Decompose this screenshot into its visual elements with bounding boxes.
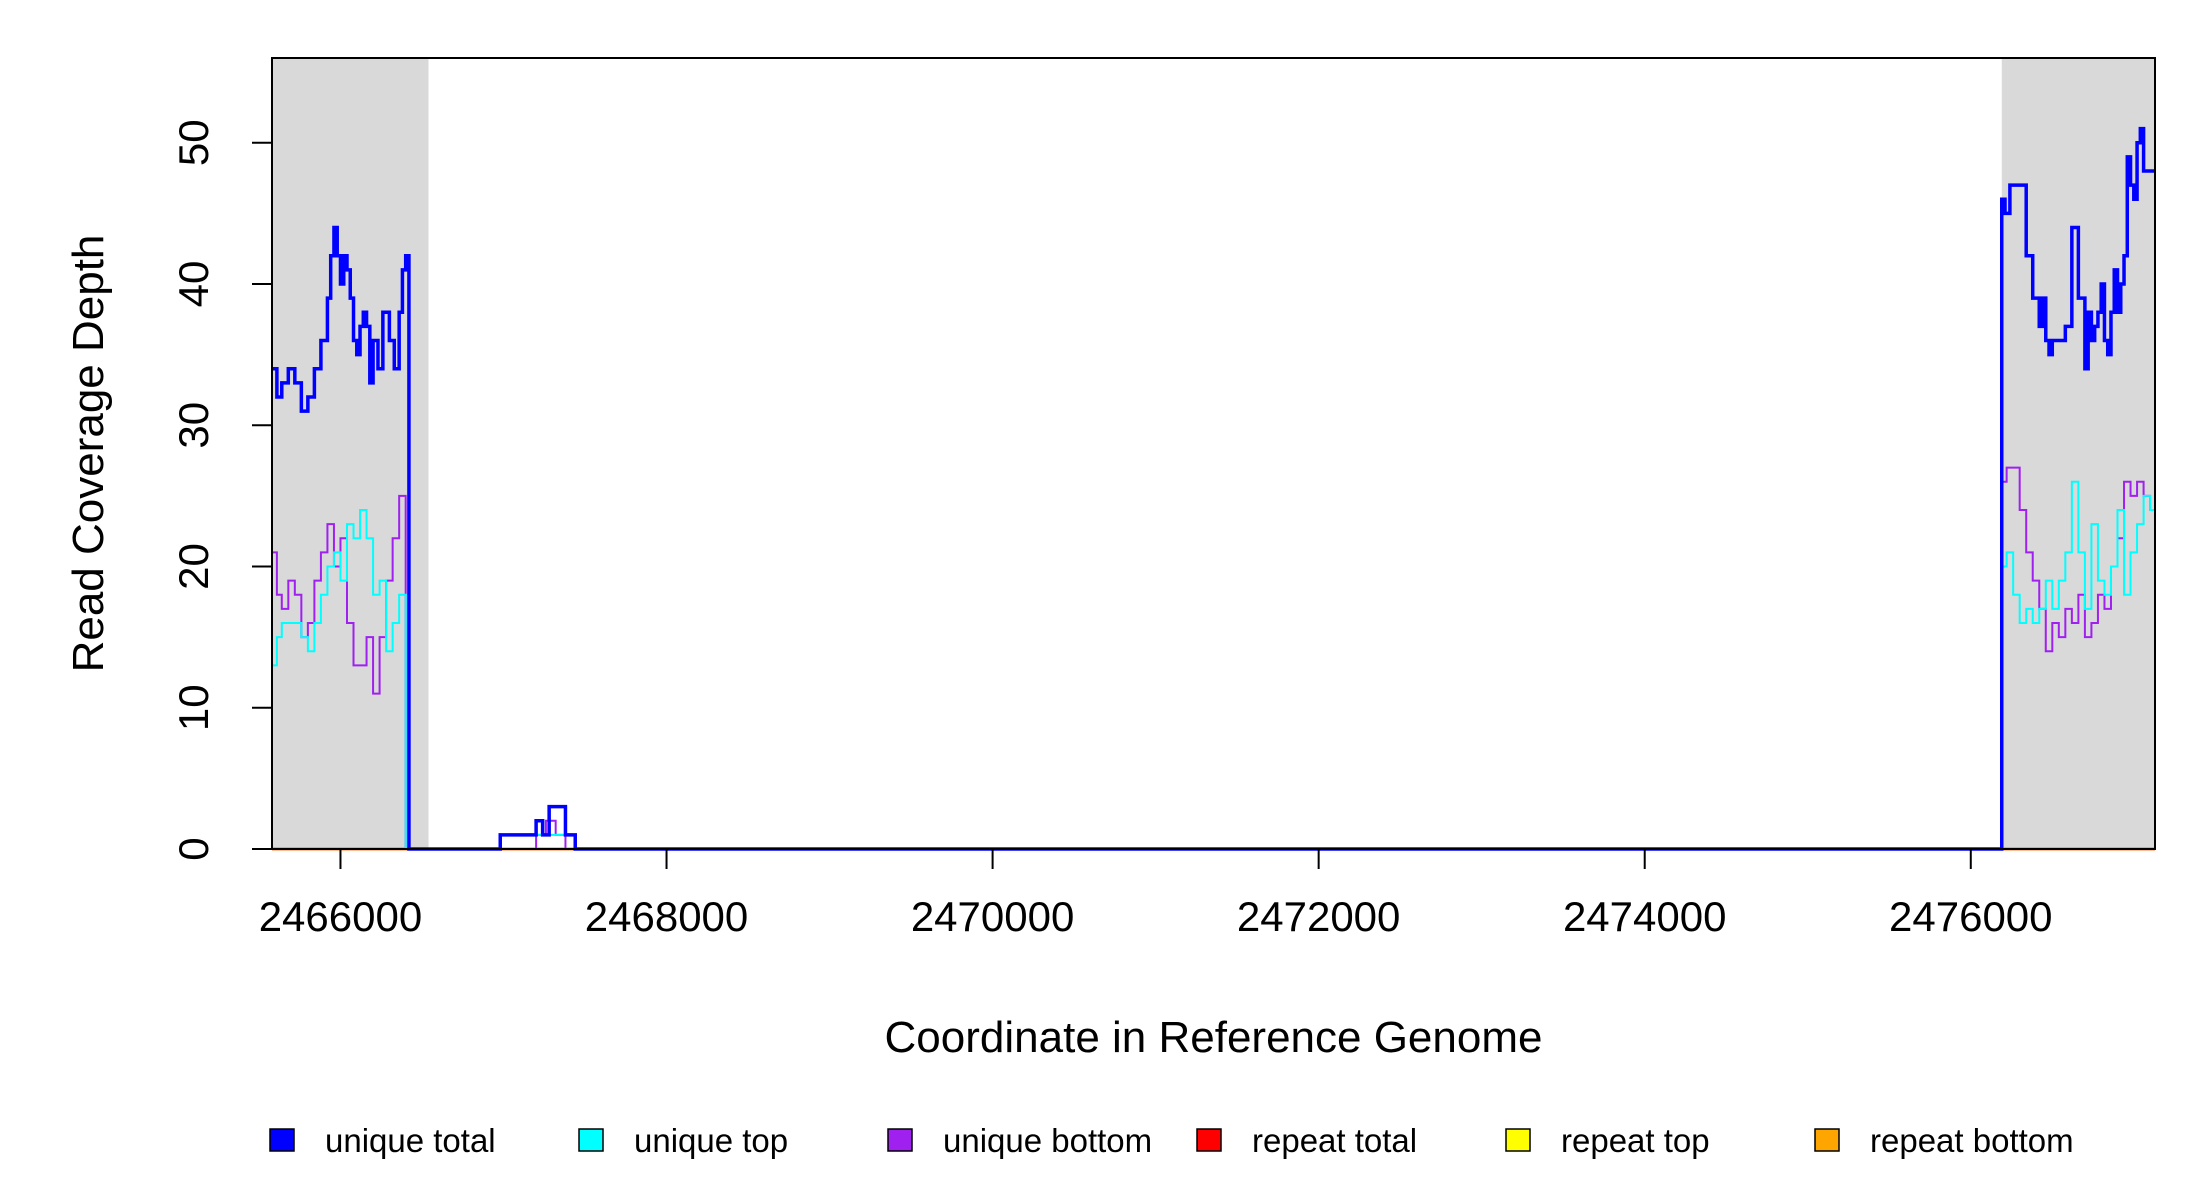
plot-frame [271,57,2156,850]
series-lines [272,126,2155,851]
y-axis: 0 10 20 30 40 50 [170,119,273,861]
legend-swatch-unique-total [269,1128,295,1152]
legend-label-repeat-bottom: repeat bottom [1870,1122,2074,1159]
legend-label-unique-top: unique top [634,1122,788,1159]
x-tick-label: 2476000 [1889,893,2053,940]
y-tick-label: 40 [170,261,217,308]
series-line-unique-top [272,480,2155,850]
legend-label-repeat-top: repeat top [1561,1122,1710,1159]
legend: unique total unique top unique bottom repea… [269,1122,2074,1159]
legend-label-unique-bottom: unique bottom [943,1122,1152,1159]
x-tick-label: 2468000 [585,893,749,940]
y-tick-label: 30 [170,402,217,449]
x-tick-label: 2466000 [259,893,423,940]
legend-swatch-repeat-bottom [1814,1128,1840,1152]
y-tick-label: 20 [170,543,217,590]
series-line-unique-total [272,126,2155,851]
shaded-regions [272,58,2155,849]
y-tick-label: 10 [170,684,217,731]
legend-swatch-unique-top [578,1128,604,1152]
legend-label-repeat-total: repeat total [1252,1122,1417,1159]
legend-swatch-repeat-total [1196,1128,1222,1152]
shaded-region-1 [272,58,429,849]
x-axis-title: Coordinate in Reference Genome [885,1013,1543,1062]
x-tick-label: 2474000 [1563,893,1727,940]
legend-swatch-unique-bottom [887,1128,913,1152]
x-tick-label: 2470000 [911,893,1075,940]
x-axis: 2466000 2468000 2470000 2472000 2474000 24760… [259,848,2053,940]
x-tick-label: 2472000 [1237,893,1401,940]
legend-swatch-repeat-top [1505,1128,1531,1152]
series-line-unique-bottom [272,466,2155,850]
y-tick-label: 0 [170,837,217,860]
legend-label-unique-total: unique total [325,1122,496,1159]
y-axis-title: Read Coverage Depth [64,235,113,673]
y-tick-label: 50 [170,119,217,166]
